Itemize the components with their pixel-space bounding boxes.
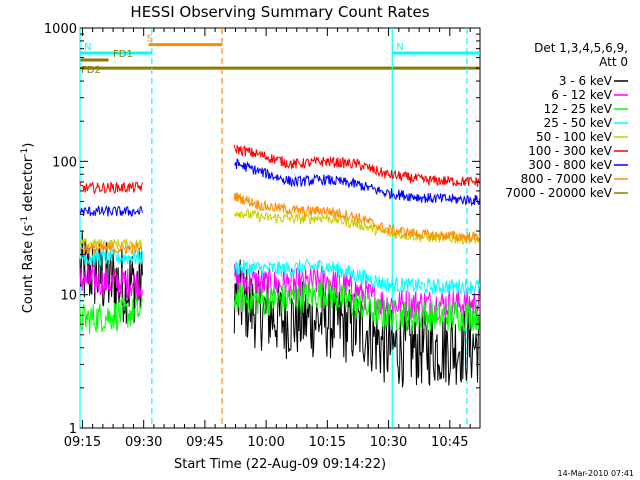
- footer-date: 14-Mar-2010 07:41: [558, 469, 635, 478]
- y-axis-label-main: Count Rate (s: [21, 225, 36, 314]
- series-line: [233, 259, 481, 388]
- y-axis-label-mid: detector: [21, 156, 36, 216]
- series-line: [79, 296, 143, 334]
- y-axis-label-end: ): [21, 143, 36, 148]
- y-tick-label: 100: [52, 155, 77, 170]
- flag-bar-label: FD2: [81, 65, 101, 76]
- flag-bar-label: N: [396, 42, 403, 53]
- x-axis-label: Start Time (22-Aug-09 09:14:22): [174, 457, 386, 472]
- legend-label: 300 - 800 keV: [528, 158, 612, 172]
- x-tick-label: 09:15: [64, 435, 101, 450]
- flag-bar-label: FD1: [113, 49, 133, 60]
- legend-label: 12 - 25 keV: [544, 102, 613, 116]
- legend-label: 50 - 100 keV: [536, 130, 613, 144]
- flag-bars: S N N FD1 FD2: [80, 34, 480, 76]
- series-line: [79, 248, 143, 266]
- series-line: [79, 237, 143, 250]
- y-tick-label: 1: [69, 422, 77, 437]
- series-line: [233, 264, 481, 322]
- legend-label: 800 - 7000 keV: [521, 172, 613, 186]
- series-line: [233, 158, 481, 207]
- series-line: [79, 180, 143, 195]
- series-line: [79, 242, 143, 256]
- y-tick-label: 1000: [44, 22, 77, 37]
- series-line: [233, 257, 481, 297]
- y-tick-label: 10: [60, 289, 77, 304]
- series-line: [233, 192, 480, 243]
- series-line: [79, 204, 143, 218]
- x-tick-label: 10:30: [370, 435, 407, 450]
- y-axis-label-sup2: -1: [20, 148, 30, 157]
- data-series: [79, 144, 481, 388]
- legend-label: 3 - 6 keV: [559, 74, 613, 88]
- vertical-markers: [79, 28, 468, 428]
- x-tick-label: 10:45: [431, 435, 468, 450]
- legend-header-1: Det 1,3,4,5,6,9,: [534, 41, 628, 55]
- series-line: [233, 144, 481, 187]
- x-tick-label: 10:00: [247, 435, 284, 450]
- legend-label: 7000 - 20000 keV: [505, 186, 612, 200]
- flag-bar-label: N: [84, 42, 91, 53]
- y-axis-label: Count Rate (s-1 detector-1): [20, 143, 36, 314]
- series-line: [233, 278, 481, 332]
- plot-frame: [79, 27, 481, 429]
- x-tick-label: 09:45: [186, 435, 223, 450]
- x-tick-label: 10:15: [309, 435, 346, 450]
- chart-title: HESSI Observing Summary Count Rates: [130, 3, 429, 21]
- legend-label: 100 - 300 keV: [528, 144, 612, 158]
- series-line: [233, 208, 481, 245]
- x-tick-label: 09:30: [125, 435, 162, 450]
- legend-header-2: Att 0: [599, 55, 628, 69]
- series-line: [79, 265, 143, 300]
- y-axis-label-sup1: -1: [20, 216, 30, 225]
- legend-label: 25 - 50 keV: [544, 116, 613, 130]
- flag-bar-label: S: [147, 34, 153, 45]
- axes: 09:15 09:30 09:45 10:00 10:15 10:30 10:45 1 10 10…: [44, 22, 480, 450]
- legend-label: 6 - 12 keV: [551, 88, 613, 102]
